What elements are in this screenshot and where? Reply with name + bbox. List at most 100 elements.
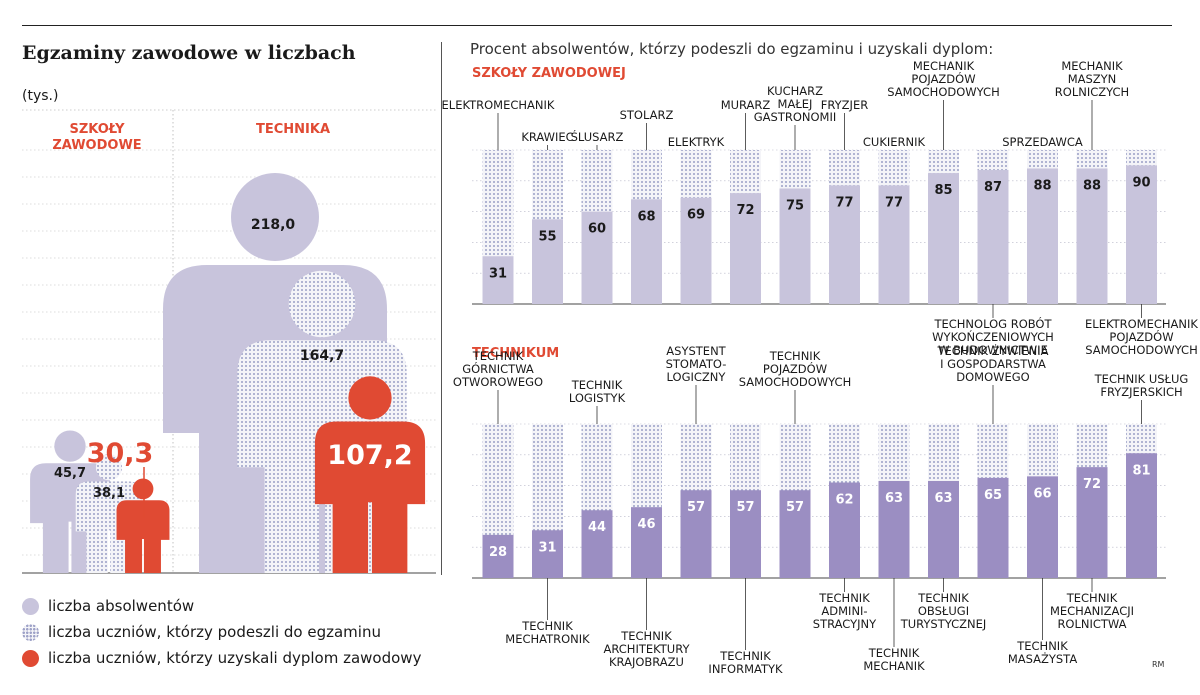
category-label-szkoly: SAMOCHODOWYCH xyxy=(1085,343,1197,357)
category-label-szkoly: SAMOCHODOWYCH xyxy=(887,85,999,99)
value-szkoly-took-exam: 38,1 xyxy=(93,486,125,501)
bar-technikum xyxy=(730,490,761,578)
bar-value-technikum: 57 xyxy=(786,500,804,515)
bar-szkoly xyxy=(680,197,712,304)
person-head xyxy=(95,454,123,481)
bar-technikum xyxy=(680,490,712,578)
bar-value-szkoly: 90 xyxy=(1132,175,1150,190)
bar-value-szkoly: 77 xyxy=(885,195,903,210)
bar-value-szkoly: 31 xyxy=(489,266,507,281)
person-body xyxy=(116,500,170,573)
bar-szkoly xyxy=(878,185,910,304)
category-label-szkoly: MURARZ xyxy=(721,98,771,112)
top-rule xyxy=(22,25,1172,26)
category-label-technikum: STRACYJNY xyxy=(813,617,877,631)
bar-value-technikum: 62 xyxy=(835,493,853,508)
legend-swatch-graduates xyxy=(22,597,39,615)
category-label-technikum: TECHNIK xyxy=(1066,591,1118,605)
bar-technikum xyxy=(928,480,959,578)
bar-value-technikum: 66 xyxy=(1033,486,1051,501)
bar-technikum xyxy=(1076,467,1108,578)
category-label-szkoly: KRAWIEC xyxy=(521,130,573,144)
category-label-technikum: MECHATRONIK xyxy=(505,632,590,646)
person-szkoly-diploma xyxy=(116,478,170,573)
bar-value-szkoly: 68 xyxy=(637,209,655,224)
category-label-szkoly: MECHANIK xyxy=(1061,59,1123,73)
category-label-technikum: MECHANIZACJI xyxy=(1050,604,1134,618)
category-label-technikum: ROLNICTWA xyxy=(1057,617,1126,631)
bar-value-technikum: 44 xyxy=(588,520,606,535)
bar-value-szkoly: 88 xyxy=(1033,178,1051,193)
person-head xyxy=(288,270,356,338)
bar-technikum xyxy=(977,477,1009,578)
panel-heading-technikum: TECHNIKUM xyxy=(472,346,559,361)
category-label-technikum: POJAZDÓW xyxy=(763,361,827,376)
bar-szkoly xyxy=(779,188,811,304)
legend-swatch-took-exam xyxy=(22,623,39,641)
unit-label: (tys.) xyxy=(22,88,59,104)
panel-divider xyxy=(441,42,442,575)
category-label-technikum: TECHNIK xyxy=(917,591,969,605)
category-label-technikum: TURYSTYCZNEJ xyxy=(900,617,987,631)
category-label-technikum: MECHANIK xyxy=(863,659,925,673)
category-label-szkoly: MECHANIK xyxy=(913,59,975,73)
person-head xyxy=(231,173,319,261)
category-label-technikum: ADMINI- xyxy=(821,604,867,618)
bar-technikum xyxy=(482,534,514,578)
category-label-technikum: FRYZJERSKICH xyxy=(1100,385,1182,399)
bar-value-szkoly: 55 xyxy=(538,229,556,244)
category-label-szkoly: ROLNICZYCH xyxy=(1055,85,1129,99)
legend-item-diploma: liczba uczniów, którzy uzyskali dyplom z… xyxy=(22,645,421,671)
category-label-szkoly: FRYZJER xyxy=(821,98,868,112)
bar-technikum xyxy=(779,490,811,578)
bar-value-szkoly: 60 xyxy=(588,222,606,237)
szkoly-zawodowe-heading: SZKOŁY xyxy=(69,122,125,137)
legend-label-diploma: liczba uczniów, którzy uzyskali dyplom z… xyxy=(48,649,422,667)
category-label-szkoly: MAŁEJ xyxy=(778,97,813,111)
person-body xyxy=(314,421,426,573)
bar-szkoly xyxy=(1076,168,1108,304)
bar-technikum xyxy=(1126,453,1157,578)
category-label-technikum: GÓRNICTWA xyxy=(462,361,534,376)
category-label-szkoly: SPRZEDAWCA xyxy=(1002,135,1083,149)
category-label-technikum: TECHNIK ŻYWIENIA xyxy=(937,343,1049,358)
legend-label-graduates: liczba absolwentów xyxy=(48,597,195,615)
category-label-technikum: DOMOWEGO xyxy=(956,370,1029,384)
category-label-szkoly: ELEKTROMECHANIK xyxy=(442,98,555,112)
bar-value-szkoly: 77 xyxy=(835,195,853,210)
left-panel-title: Egzaminy zawodowe w liczbach xyxy=(22,42,356,64)
bar-value-technikum: 57 xyxy=(687,500,705,515)
person-head xyxy=(54,430,86,462)
bar-technikum xyxy=(1027,476,1058,578)
bar-value-technikum: 31 xyxy=(538,540,556,555)
category-label-technikum: LOGICZNY xyxy=(667,370,727,384)
bar-value-technikum: 46 xyxy=(637,517,655,532)
value-technika-graduates: 218,0 xyxy=(251,217,296,233)
value-szkoly-diploma: 30,3 xyxy=(87,438,154,469)
bar-szkoly xyxy=(977,170,1009,304)
category-label-technikum: TECHNIK xyxy=(719,649,771,663)
person-head xyxy=(348,376,392,420)
technika-heading: TECHNIKA xyxy=(256,122,330,137)
legend-swatch-diploma xyxy=(22,649,39,667)
legend-label-took-exam: liczba uczniów, którzy podeszli do egzam… xyxy=(48,623,381,641)
category-label-szkoly: POJAZDÓW xyxy=(911,71,975,86)
category-label-technikum: TECHNIK xyxy=(818,591,870,605)
category-label-szkoly: ELEKTROMECHANIK xyxy=(1085,317,1198,331)
bar-value-technikum: 81 xyxy=(1132,463,1150,478)
category-label-technikum: TECHNIK xyxy=(1016,639,1068,653)
bar-szkoly xyxy=(829,185,860,304)
category-label-technikum: MASAŻYSTA xyxy=(1008,651,1078,666)
bar-technikum xyxy=(532,530,563,578)
category-label-technikum: SAMOCHODOWYCH xyxy=(739,375,851,389)
category-label-szkoly: ŚLUSARZ xyxy=(571,129,624,144)
category-label-technikum: ASYSTENT xyxy=(666,344,726,358)
bar-szkoly xyxy=(581,211,613,304)
category-label-szkoly: GASTRONOMII xyxy=(754,110,837,124)
person-technika-diploma xyxy=(314,376,426,573)
bar-value-technikum: 57 xyxy=(736,500,754,515)
legend: liczba absolwentów liczba uczniów, którz… xyxy=(22,593,421,671)
bar-value-szkoly: 72 xyxy=(736,203,754,218)
bar-technikum xyxy=(581,510,613,578)
panel-heading-szkoly: SZKOŁY ZAWODOWEJ xyxy=(472,66,626,81)
